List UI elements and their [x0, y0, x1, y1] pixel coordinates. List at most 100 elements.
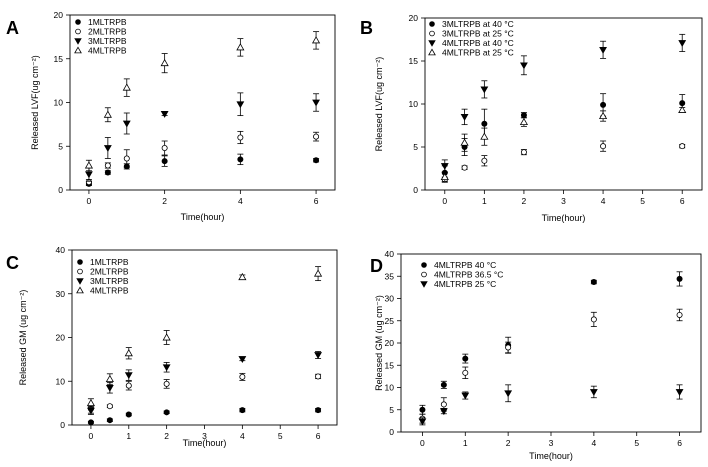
data-point: [519, 117, 529, 126]
data-point: [676, 275, 683, 282]
data-point: [418, 418, 427, 426]
x-tick-label: 3: [561, 196, 566, 206]
data-point: [160, 111, 169, 118]
x-axis-label: Time(hour): [183, 438, 227, 448]
legend-label: 1MLTRPB: [90, 257, 129, 267]
x-tick-label: 0: [89, 431, 94, 441]
data-point: [312, 99, 320, 107]
legend-label: 3MLTRPB at 25 °C: [442, 29, 514, 39]
x-tick-label: 0: [442, 196, 447, 206]
data-point: [460, 138, 469, 146]
data-point: [461, 164, 468, 171]
data-point: [440, 401, 447, 408]
legend-marker: [429, 21, 435, 27]
data-point: [314, 352, 322, 360]
series-3: [440, 33, 687, 173]
y-tick-label: 0: [389, 427, 394, 437]
legend-label: 4MLTRPB 40 °C: [434, 260, 496, 270]
data-point: [125, 411, 132, 418]
legend-marker: [428, 48, 436, 56]
data-point: [675, 389, 684, 396]
legend-label: 4MLTRPB: [88, 46, 127, 56]
x-tick-label: 4: [240, 431, 245, 441]
legend-marker: [76, 278, 84, 285]
data-point: [123, 155, 130, 162]
x-tick-label: 3: [549, 438, 554, 448]
data-point: [599, 46, 607, 54]
panel-d: D 0 5 10 15 20 25 30 35 40 0 1 2 3 4 5 6 Time(hour) Releas…: [370, 249, 702, 461]
x-tick-label: 6: [680, 196, 685, 206]
panel-a: A 0 5 10 15 20 0 2 4 6 Time(hour) Released LVF(ug c…: [6, 10, 336, 222]
data-point: [315, 407, 322, 414]
legend-marker: [74, 46, 82, 54]
data-point: [462, 369, 469, 376]
x-tick-label: 6: [314, 196, 319, 206]
data-point: [600, 143, 607, 150]
data-point: [124, 349, 133, 357]
data-point: [238, 356, 247, 363]
x-tick-label: 4: [238, 196, 243, 206]
legend-marker: [421, 271, 427, 278]
y-tick-label: 20: [54, 10, 64, 20]
data-point: [161, 158, 168, 165]
y-axis-label: Released LVF(ug cm⁻²): [30, 55, 40, 150]
data-point: [239, 373, 246, 380]
legend-marker: [76, 286, 84, 294]
series-1: [87, 407, 322, 426]
y-tick-label: 10: [409, 99, 419, 109]
data-point: [103, 110, 112, 118]
legend-label: 2MLTRPB: [88, 27, 127, 37]
x-tick-label: 4: [601, 196, 606, 206]
x-tick-label: 6: [677, 438, 682, 448]
y-tick-label: 0: [413, 185, 418, 195]
y-tick-label: 20: [56, 333, 66, 343]
data-point: [311, 36, 321, 44]
y-tick-label: 20: [409, 13, 419, 23]
series-2: [441, 140, 686, 183]
panel-letter-a: A: [6, 18, 19, 38]
series-1: [441, 93, 686, 181]
panel-letter-b: B: [360, 18, 373, 38]
data-point: [598, 111, 608, 119]
data-point: [461, 392, 470, 400]
x-tick-label: 5: [634, 438, 639, 448]
x-axis-label: Time(hour): [529, 451, 573, 461]
data-point: [161, 144, 168, 151]
data-point: [315, 373, 322, 380]
y-axis-label: Released GM (ug cm⁻²): [374, 295, 384, 391]
x-tick-label: 3: [202, 431, 207, 441]
x-tick-label: 2: [162, 196, 167, 206]
series-3: [418, 384, 684, 426]
series-4: [86, 266, 323, 408]
data-point: [439, 408, 448, 416]
series-3: [87, 351, 322, 415]
data-point: [679, 143, 686, 150]
data-point: [163, 409, 170, 416]
y-tick-label: 20: [385, 338, 395, 348]
x-tick-label: 1: [463, 438, 468, 448]
data-point: [440, 381, 447, 388]
series-1: [419, 271, 683, 415]
data-point: [679, 100, 686, 107]
data-point: [106, 403, 113, 410]
x-axis-label: Time(hour): [542, 213, 586, 223]
panel-letter-d: D: [370, 256, 383, 276]
series-2: [419, 308, 683, 424]
legend-label: 1MLTRPB: [88, 17, 127, 27]
y-tick-label: 35: [385, 271, 395, 281]
x-tick-label: 2: [522, 196, 527, 206]
series-2: [85, 130, 320, 186]
data-point: [589, 389, 598, 396]
legend-label: 3MLTRPB: [88, 36, 127, 46]
data-point: [520, 62, 528, 70]
data-point: [462, 355, 469, 362]
y-tick-label: 40: [56, 245, 66, 255]
series-4: [84, 31, 321, 172]
series-3: [85, 92, 320, 182]
x-tick-label: 5: [640, 196, 645, 206]
data-point: [124, 372, 133, 380]
x-tick-label: 2: [164, 431, 169, 441]
y-tick-label: 10: [56, 376, 66, 386]
legend-marker: [420, 281, 428, 288]
